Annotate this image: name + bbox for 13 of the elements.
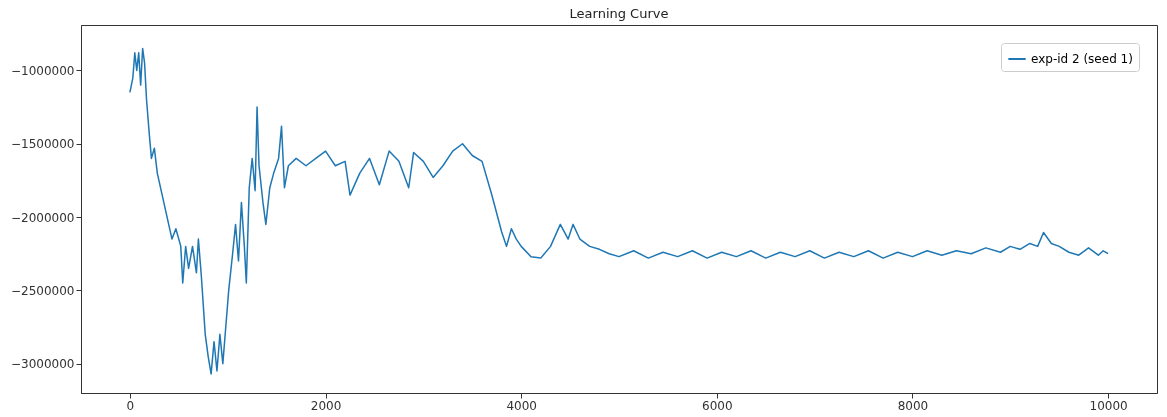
y-tick-label: −3000000 bbox=[11, 357, 75, 372]
x-tick-label: 10000 bbox=[1089, 398, 1128, 413]
y-tick-label: −1000000 bbox=[11, 63, 75, 78]
x-tick-label: 4000 bbox=[506, 398, 537, 413]
x-tick-label: 2000 bbox=[310, 398, 342, 413]
y-tick-label: −1500000 bbox=[11, 137, 75, 152]
x-tick-label: 0 bbox=[126, 398, 135, 413]
x-tick-label: 8000 bbox=[897, 398, 929, 413]
y-tick-label: −2000000 bbox=[11, 210, 75, 225]
y-tick-label: −2500000 bbox=[11, 283, 75, 298]
legend-label: exp-id 2 (seed 1) bbox=[1031, 52, 1133, 66]
x-tick-label: 6000 bbox=[702, 398, 733, 413]
chart-title: Learning Curve bbox=[569, 6, 669, 21]
